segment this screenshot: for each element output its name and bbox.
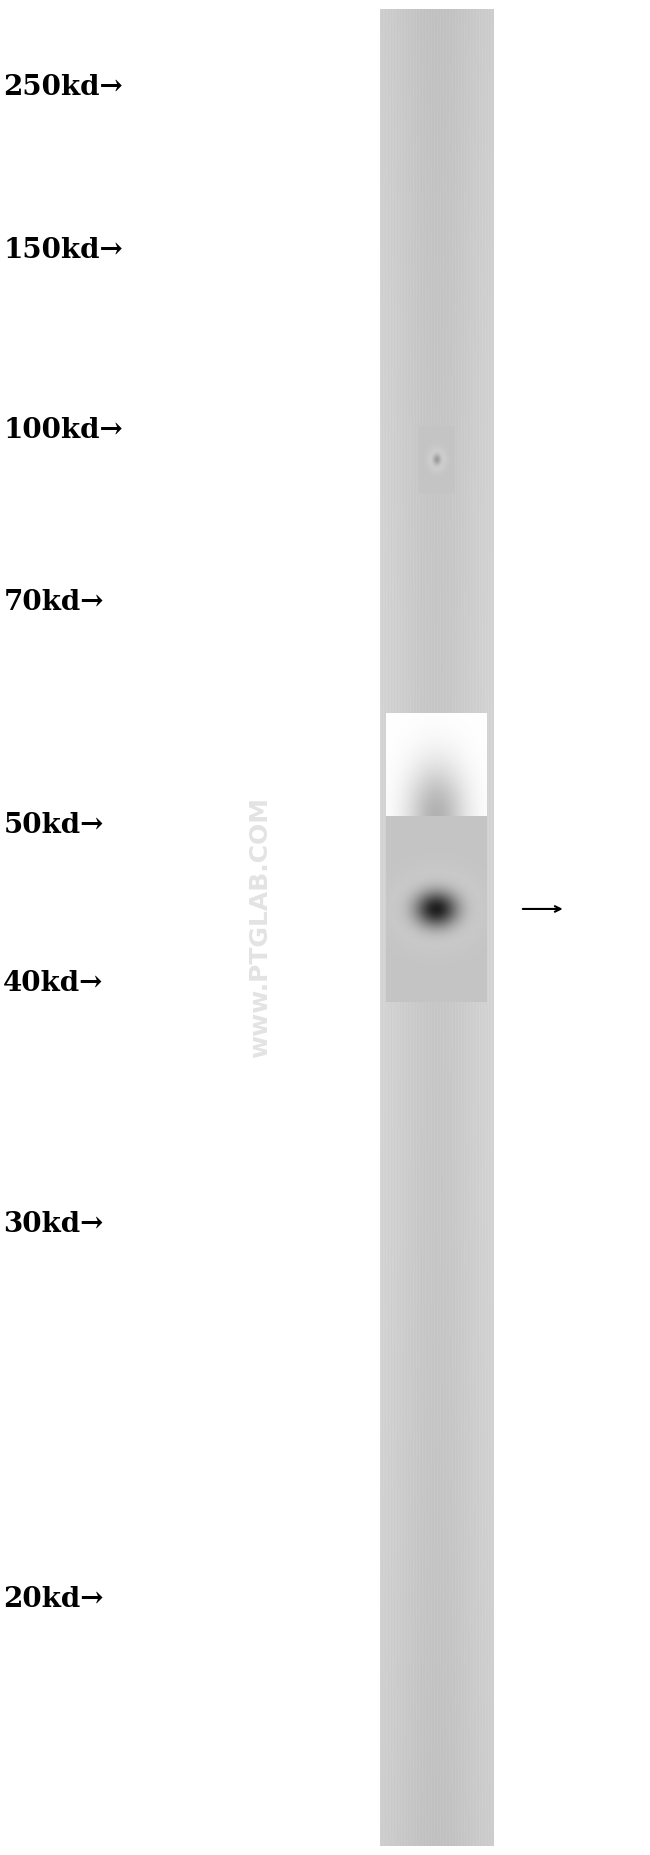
Text: 150kd→: 150kd→ <box>3 237 123 263</box>
Text: 20kd→: 20kd→ <box>3 1586 104 1612</box>
Text: 40kd→: 40kd→ <box>3 970 103 996</box>
Text: 70kd→: 70kd→ <box>3 590 104 616</box>
Text: 100kd→: 100kd→ <box>3 417 123 443</box>
Text: www.PTGLAB.COM: www.PTGLAB.COM <box>248 798 272 1057</box>
Text: 30kd→: 30kd→ <box>3 1211 103 1237</box>
Text: 50kd→: 50kd→ <box>3 812 103 838</box>
Text: 250kd→: 250kd→ <box>3 74 123 100</box>
